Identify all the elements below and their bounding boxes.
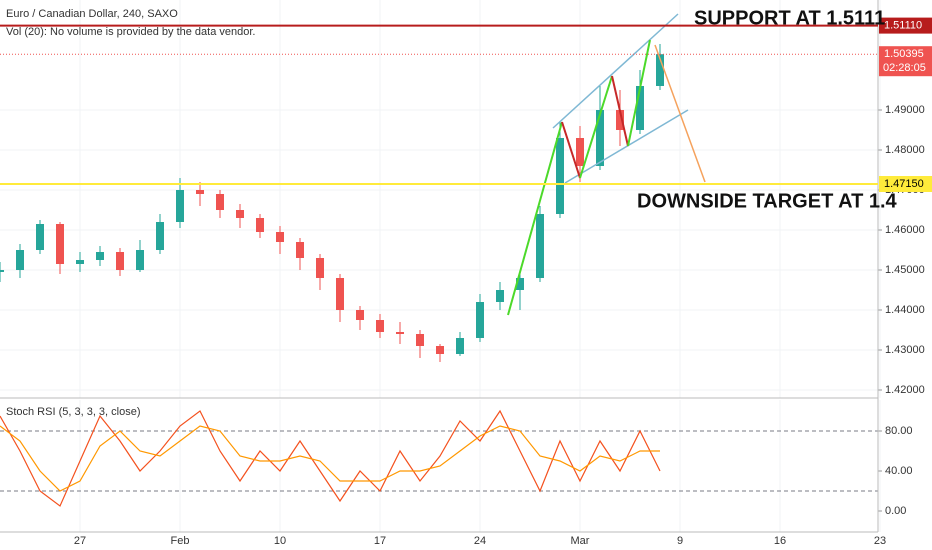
drawings: [507, 13, 706, 316]
candle-body: [176, 190, 184, 222]
candle-body: [56, 224, 64, 264]
candle-body: [636, 86, 644, 130]
level-tag: [879, 176, 932, 192]
candle-body: [76, 260, 84, 264]
candle-body: [456, 338, 464, 354]
candle-body: [136, 250, 144, 270]
last-price-label: 1.50395: [884, 48, 924, 60]
y-tick-label: 1.48000: [885, 144, 925, 156]
candle-body: [416, 334, 424, 346]
y-tick-label: 0.00: [885, 505, 906, 517]
x-tick-label: 17: [374, 535, 386, 547]
countdown-label: 02:28:05: [883, 62, 926, 74]
candle-body: [316, 258, 324, 278]
grid: [0, 0, 882, 532]
candle-body: [96, 252, 104, 260]
indicator-line: [0, 409, 661, 507]
x-tick-label: 10: [274, 535, 286, 547]
x-tick-label: 9: [677, 535, 683, 547]
x-tick-label: Mar: [571, 535, 590, 547]
level-tag: [879, 17, 932, 34]
overlay: 27 Feb 10 17 24 Mar 9 16 23 1.42000 1.43000 1.44000…: [0, 17, 932, 547]
candle-body: [516, 278, 524, 290]
y-tick-label: 1.44000: [885, 304, 925, 316]
candle-body: [536, 214, 544, 278]
wave-up: [507, 121, 563, 316]
candle-body: [556, 138, 564, 214]
candle-body: [256, 218, 264, 232]
y-tick-label: 1.45000: [885, 264, 925, 276]
candle-body: [116, 252, 124, 270]
y-tick-label: 80.00: [885, 425, 913, 437]
wave-down: [611, 75, 629, 147]
x-tick-label: 16: [774, 535, 786, 547]
candle-body: [276, 232, 284, 242]
candle-body: [36, 224, 44, 250]
candle-body: [336, 278, 344, 310]
candle-body: [596, 110, 604, 166]
candle-body: [376, 320, 384, 332]
annotation: SUPPORT AT 1.5111: [694, 7, 885, 29]
candle-body: [16, 250, 24, 270]
candle-body: [496, 290, 504, 302]
channel-lower: [564, 109, 689, 184]
candle-body: [216, 194, 224, 210]
y-tick-label: 1.46000: [885, 224, 925, 236]
candle-body: [356, 310, 364, 320]
y-tick-label: 1.42000: [885, 384, 925, 396]
candle-body: [476, 302, 484, 338]
candle-body: [616, 110, 624, 130]
level-label: 1.51110: [884, 20, 922, 32]
annotation: DOWNSIDE TARGET AT 1.4: [637, 190, 898, 212]
indicator-line: [0, 425, 660, 492]
wave-up: [627, 39, 651, 147]
y-tick-label: 1.43000: [885, 344, 925, 356]
indicator-title: Stoch RSI (5, 3, 3, 3, close): [6, 406, 141, 418]
level-label: 1.47150: [884, 178, 924, 190]
candle-body: [396, 332, 404, 334]
wave-down: [561, 121, 581, 179]
x-tick-label: Feb: [171, 535, 190, 547]
x-tick-label: 27: [74, 535, 86, 547]
x-tick-label: 23: [874, 535, 886, 547]
candle-body: [196, 190, 204, 194]
volume-note: Vol (20): No volume is provided by the d…: [6, 26, 255, 38]
marks: [0, 44, 664, 507]
candle-body: [436, 346, 444, 354]
candle-body: [656, 54, 664, 86]
candle-body: [156, 222, 164, 250]
candle-body: [0, 270, 4, 272]
candle-body: [236, 210, 244, 218]
y-tick-label: 40.00: [885, 465, 913, 477]
candle-body: [576, 138, 584, 166]
y-tick-label: 1.49000: [885, 104, 925, 116]
last-price-tag: [879, 46, 932, 77]
wave-up: [579, 75, 613, 179]
x-tick-label: 24: [474, 535, 486, 547]
candle-body: [296, 242, 304, 258]
symbol-title: Euro / Canadian Dollar, 240, SAXO: [6, 8, 178, 20]
target-projection: [654, 44, 706, 183]
channel-upper: [552, 13, 679, 129]
